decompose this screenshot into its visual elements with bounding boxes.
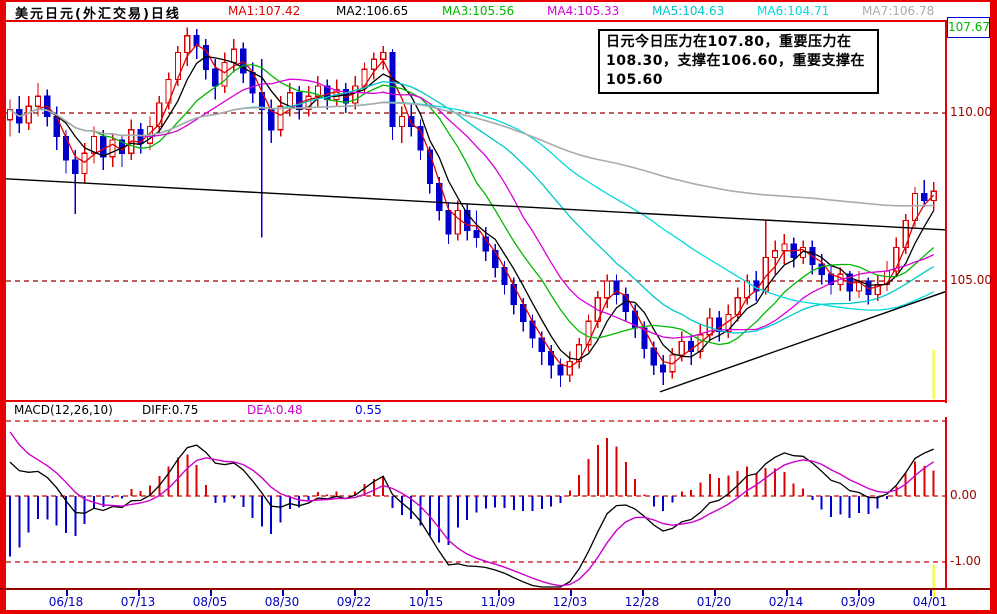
date-label: 07/13 xyxy=(120,595,156,609)
macd-axis-label: -1.00 xyxy=(950,554,982,568)
current-bar-tick xyxy=(933,590,935,597)
corner-marker xyxy=(984,0,997,10)
date-label: 11/09 xyxy=(480,595,516,609)
border-left xyxy=(0,0,6,614)
header-bar: 美元日元(外汇交易)日线 MA1:107.42 MA2:106.65 MA3:105… xyxy=(6,2,990,22)
dea-line xyxy=(9,431,935,587)
date-tick xyxy=(210,590,212,596)
price-axis-label: 110.00 xyxy=(950,105,992,119)
date-tick xyxy=(282,590,284,596)
date-tick xyxy=(930,590,932,596)
date-label: 04/01 xyxy=(912,595,948,609)
ma-label-7: MA7:106.78 xyxy=(862,4,935,18)
date-label: 12/03 xyxy=(552,595,588,609)
date-tick xyxy=(426,590,428,596)
macd-name-label: MACD(12,26,10) xyxy=(14,403,113,417)
axis-separator-line xyxy=(945,20,947,590)
trendline-1 xyxy=(6,178,947,231)
macd-diff-label: DIFF:0.75 xyxy=(142,403,199,417)
macd-bottom-line xyxy=(0,588,990,590)
date-tick xyxy=(714,590,716,596)
date-tick xyxy=(570,590,572,596)
main-price-chart[interactable] xyxy=(6,22,947,400)
date-tick xyxy=(642,590,644,596)
date-tick xyxy=(138,590,140,596)
date-label: 06/18 xyxy=(48,595,84,609)
ma-label-3: MA3:105.56 xyxy=(442,4,515,18)
header-separator xyxy=(0,20,947,22)
date-tick xyxy=(354,590,356,596)
macd-dea-label: DEA:0.48 xyxy=(247,403,303,417)
date-label: 12/28 xyxy=(624,595,660,609)
ma-label-2: MA2:106.65 xyxy=(336,4,409,18)
date-label: 10/15 xyxy=(408,595,444,609)
date-label: 01/20 xyxy=(696,595,732,609)
instrument-title: 美元日元(外汇交易)日线 xyxy=(15,7,181,22)
analyst-note[interactable]: 日元今日压力在107.80，重要压力在108.30，支撑在106.60，重要支撑… xyxy=(598,29,879,94)
macd-header: MACD(12,26,10) DIFF:0.75 DEA:0.48 0.55 xyxy=(6,403,947,417)
current-price-badge: 107.67 xyxy=(947,17,990,38)
date-label: 02/14 xyxy=(768,595,804,609)
ma-label-4: MA4:105.33 xyxy=(547,4,620,18)
date-tick xyxy=(786,590,788,596)
diff-line xyxy=(9,444,934,588)
date-label: 09/22 xyxy=(336,595,372,609)
ma-label-1: MA1:107.42 xyxy=(228,4,301,18)
date-label: 08/30 xyxy=(264,595,300,609)
ma-label-5: MA5:104.63 xyxy=(652,4,725,18)
date-tick xyxy=(498,590,500,596)
trendline-2 xyxy=(659,290,947,393)
macd-value-label: 0.55 xyxy=(355,403,382,417)
pane-separator xyxy=(0,400,947,402)
ma-label-6: MA6:104.71 xyxy=(757,4,830,18)
border-bottom xyxy=(0,610,997,614)
date-label: 03/09 xyxy=(840,595,876,609)
price-axis-label: 105.00 xyxy=(950,273,992,287)
date-label: 08/05 xyxy=(192,595,228,609)
border-top xyxy=(0,0,997,2)
macd-indicator-chart[interactable] xyxy=(6,418,947,590)
macd-axis-label: 0.00 xyxy=(950,488,977,502)
border-right xyxy=(990,0,997,614)
date-tick xyxy=(858,590,860,596)
date-tick xyxy=(66,590,68,596)
